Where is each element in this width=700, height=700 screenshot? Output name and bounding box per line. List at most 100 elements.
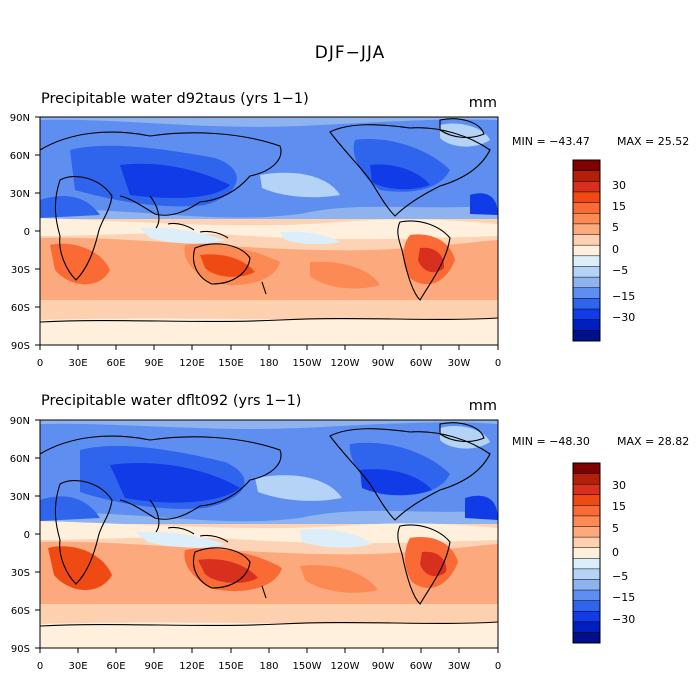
lon-label: 60W [410,358,433,369]
panel-2-title: Precipitable water dflt092 (yrs 1−1) [41,393,301,409]
colorbar-bin [573,558,600,570]
colorbar-label: 5 [612,221,619,234]
colorbar-label: 5 [612,522,619,535]
colorbar-frame [572,462,601,644]
colorbar-bin [573,181,600,193]
colorbar-bin [573,191,600,203]
colorbar-bin [573,568,600,580]
panel-2-units: mm [469,398,497,414]
colorbar-bin [573,611,600,623]
colorbar-bin [573,245,600,257]
panel-1-ticks [35,116,499,350]
lon-label: 150W [293,661,322,672]
lon-label: 0 [37,661,43,672]
lon-label: 120E [179,661,204,672]
colorbar-bin [573,579,600,591]
colorbar-label: −15 [612,591,635,604]
lon-label: 30W [448,661,471,672]
lon-label: 180 [259,358,278,369]
colorbar-label: 15 [612,200,626,213]
lat-label: 30N [10,492,30,503]
lon-label: 30E [68,358,87,369]
colorbar-label: 0 [612,546,619,559]
colorbar-label: −30 [612,613,635,626]
lon-label: 120W [331,358,360,369]
panel-1-colorbar [572,159,601,342]
panel-2-min: MIN = −48.30 [512,435,590,448]
panel-1-coastlines [40,118,498,323]
colorbar-frame [572,159,601,342]
panel-1-lat-labels: 90N 60N 30N 0 30S 60S 90S [10,113,30,352]
colorbar-bin [573,505,600,517]
panel-1-title: Precipitable water d92taus (yrs 1−1) [41,91,309,107]
colorbar-label: −30 [612,311,635,324]
lat-label: 90S [11,644,30,655]
panel-2-colorbar-labels: 30 15 5 0 −5 −15 −30 [612,479,635,626]
colorbar-bin [573,213,600,225]
lon-label: 0 [37,358,43,369]
lon-label: 30W [448,358,471,369]
panel-1-max: MAX = 25.52 [617,135,689,148]
panel-2-coastlines [40,422,498,627]
colorbar-bin [573,298,600,310]
colorbar-label: −15 [612,290,635,303]
colorbar-label: 30 [612,479,626,492]
colorbar-bin [573,266,600,278]
colorbar-label: −5 [612,570,628,583]
lon-label: 90W [372,358,395,369]
colorbar-bin [573,484,600,496]
lat-label: 30N [10,189,30,200]
colorbar-bin [573,234,600,246]
colorbar-bin [573,547,600,559]
lon-label: 90E [144,358,163,369]
colorbar-bin [573,255,600,267]
figure-title: DJF−JJA [315,43,385,63]
panel-1: Precipitable water d92taus (yrs 1−1) mm … [10,91,689,369]
colorbar-bin [573,319,600,331]
colorbar-bin [573,463,600,474]
lon-label: 90W [372,661,395,672]
panel-1-units: mm [469,95,497,111]
colorbar-bin [573,277,600,289]
lon-label: 180 [259,661,278,672]
lon-label: 120W [331,661,360,672]
lon-label: 60E [106,661,125,672]
colorbar-bin [573,473,600,485]
lat-label: 60N [10,454,30,465]
lat-label: 30S [11,568,30,579]
lon-label: 60E [106,358,125,369]
lon-label: 0 [495,358,501,369]
colorbar-bin [573,202,600,214]
colorbar-bin [573,160,600,171]
colorbar-bin [573,287,600,299]
lat-label: 0 [24,530,30,541]
lat-label: 30S [11,265,30,276]
colorbar-bin [573,170,600,182]
panel-2: Precipitable water dflt092 (yrs 1−1) mm … [10,393,689,672]
lon-label: 150E [218,661,243,672]
colorbar-bin [573,526,600,538]
colorbar-bin [573,632,600,644]
panel-2-lat-labels: 90N 60N 30N 0 30S 60S 90S [10,416,30,655]
lat-label: 60S [11,606,30,617]
colorbar-bin [573,309,600,321]
lon-label: 0 [495,661,501,672]
colorbar-label: 0 [612,243,619,256]
panel-2-contour-field [40,420,498,648]
colorbar-bin [573,590,600,601]
panel-2-max: MAX = 28.82 [617,435,689,448]
colorbar-bin [573,223,600,235]
colorbar-label: 30 [612,179,626,192]
lon-label: 30E [68,661,87,672]
panel-1-colorbar-labels: 30 15 5 0 −5 −15 −30 [612,179,635,324]
panel-1-min: MIN = −43.47 [512,135,590,148]
panel-2-lon-labels: 0 30E 60E 90E 120E 150E 180 150W 120W 90… [37,661,501,672]
colorbar-label: 15 [612,500,626,513]
colorbar-bin [573,515,600,527]
colorbar-bin [573,600,600,612]
panel-1-contour-field [40,117,498,345]
lon-label: 120E [179,358,204,369]
lat-label: 90N [10,416,30,427]
lat-label: 90S [11,341,30,352]
